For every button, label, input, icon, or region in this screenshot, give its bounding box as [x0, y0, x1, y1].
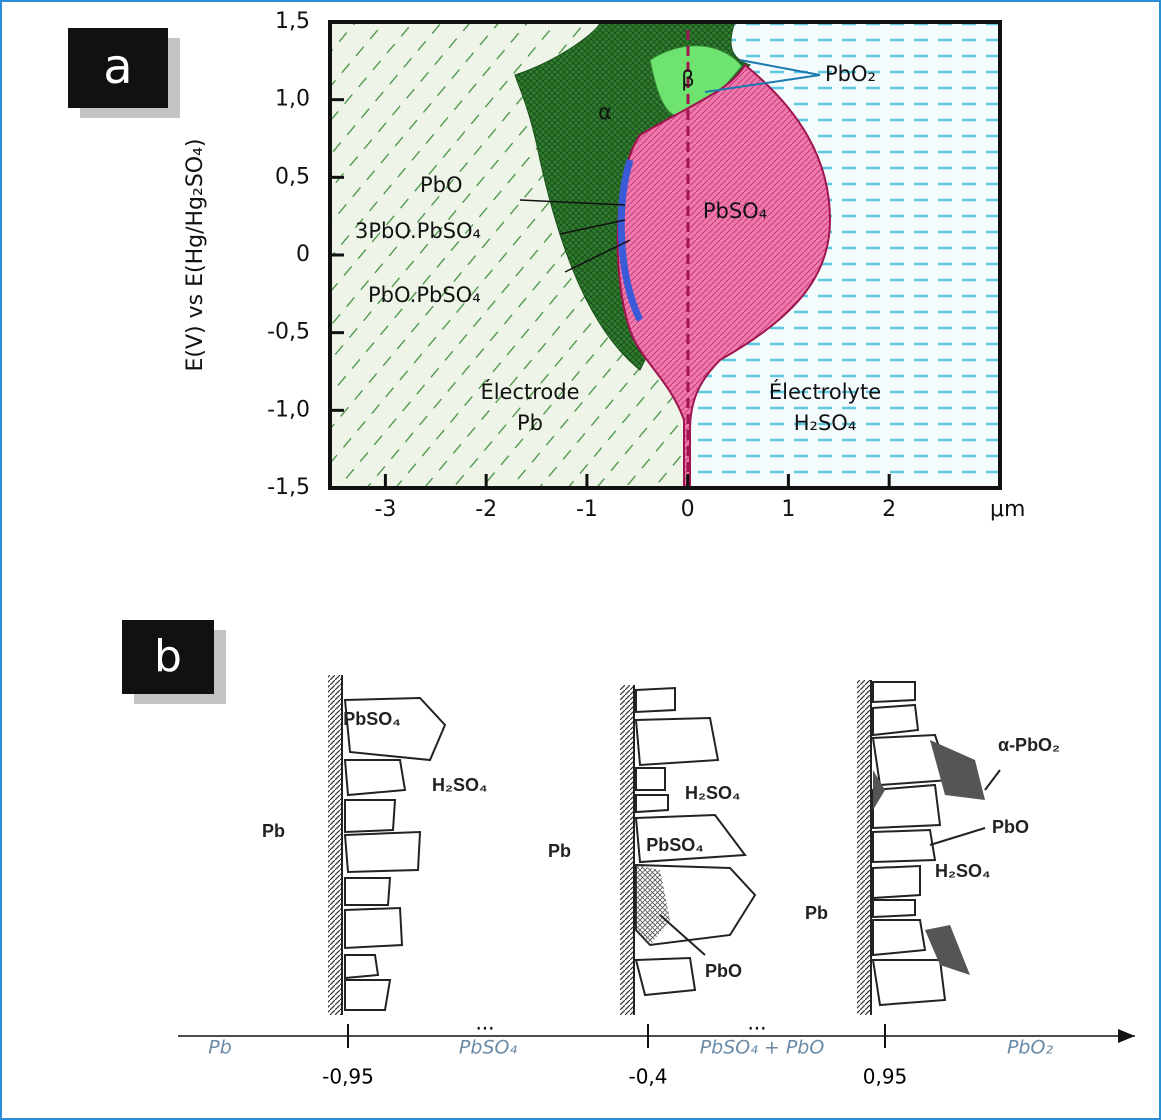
y-tick-label: 1,5	[275, 9, 310, 34]
phase-label: PbO₂	[825, 62, 876, 86]
x-tick-label: -2	[475, 497, 497, 522]
ellipsis: ...	[747, 1011, 766, 1035]
plot-a	[330, 22, 1000, 488]
x-tick-label: -1	[576, 497, 598, 522]
zone-label: PbSO₄	[459, 1037, 518, 1059]
region-label: H₂SO₄	[794, 411, 857, 435]
x-tick-label: 1	[781, 497, 795, 522]
axis-tick-label: -0,4	[628, 1065, 667, 1089]
panel-label: b	[154, 631, 182, 682]
zone-label: Pb	[208, 1037, 232, 1059]
y-tick-label: 1,0	[275, 87, 310, 112]
phase-label: β	[681, 67, 694, 91]
sketch-label: H₂SO₄	[432, 775, 488, 795]
x-tick-label: 2	[882, 497, 896, 522]
y-tick-label: 0	[296, 242, 310, 267]
sketch-label: H₂SO₄	[935, 861, 991, 881]
phase-label: PbSO₄	[703, 199, 767, 223]
panel-label: a	[103, 39, 132, 95]
sketch-1: PbSO₄ H₂SO₄ Pb	[262, 675, 488, 1015]
sketch-label: PbSO₄	[343, 709, 401, 729]
zone-label: PbO₂	[1007, 1037, 1053, 1059]
sketch-label: PbO	[705, 961, 742, 981]
sketch-label: H₂SO₄	[685, 783, 741, 803]
zone-label: PbSO₄ + PbO	[700, 1037, 825, 1059]
sketch-label: Pb	[548, 841, 571, 861]
region-label: Électrolyte	[769, 379, 881, 404]
y-axis-label: E(V) vs E(Hg/Hg₂SO₄)	[183, 139, 208, 372]
x-tick-label: -3	[374, 497, 396, 522]
sketch-label: PbSO₄	[646, 835, 704, 855]
phase-label: 3PbO.PbSO₄	[355, 219, 481, 243]
x-unit: μm	[990, 497, 1025, 522]
sketch-2: H₂SO₄ Pb PbSO₄ PbO	[548, 685, 755, 1015]
sketch-label: Pb	[262, 821, 285, 841]
sketch-label: PbO	[992, 817, 1029, 837]
region-label: Électrode	[480, 379, 579, 404]
phase-label: PbO.PbSO₄	[368, 283, 481, 307]
y-tick-label: 0,5	[275, 164, 310, 189]
y-tick-label: -0,5	[267, 320, 310, 345]
y-tick-label: -1,5	[267, 475, 310, 500]
ellipsis: ...	[475, 1011, 494, 1035]
phase-label: PbO	[420, 173, 463, 197]
axis-tick-label: 0,95	[863, 1065, 908, 1089]
axis-tick-label: -0,95	[322, 1065, 374, 1089]
sketch-3: α-PbO₂ PbO H₂SO₄ Pb	[805, 680, 1060, 1015]
axis-arrow	[1118, 1029, 1135, 1043]
sketch-label: α-PbO₂	[998, 735, 1060, 755]
y-tick-label: -1,0	[267, 397, 310, 422]
x-tick-label: 0	[681, 497, 695, 522]
sketch-label: Pb	[805, 903, 828, 923]
figure: a E(V) vs E(Hg/Hg₂SO₄) μm α β PbO₂ PbO 3…	[0, 0, 1161, 1120]
region-label: Pb	[517, 411, 543, 435]
phase-label: α	[598, 100, 612, 124]
